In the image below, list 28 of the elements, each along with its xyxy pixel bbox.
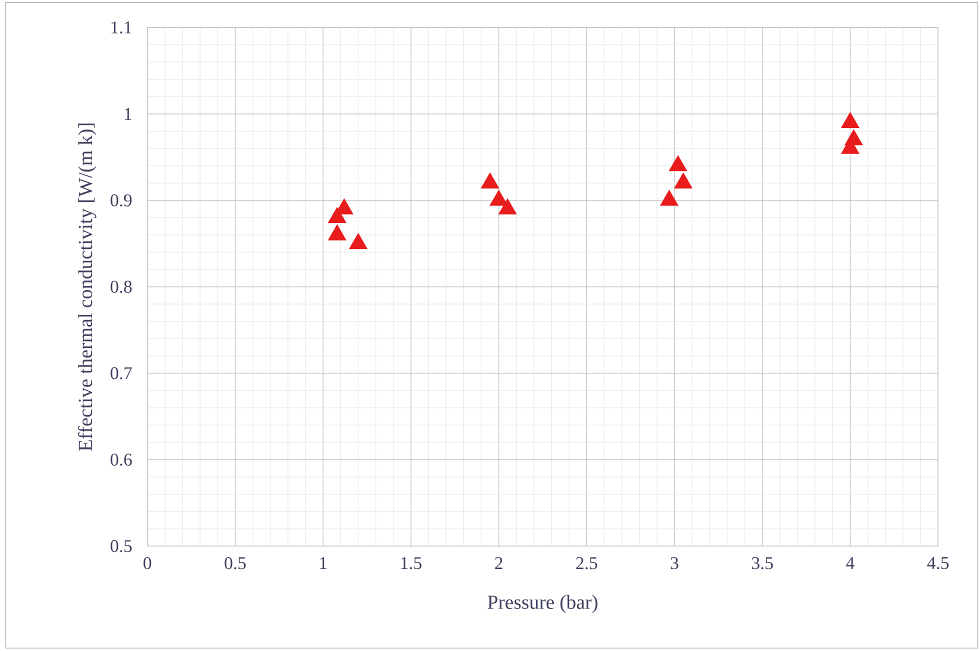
x-tick-label: 3 (670, 557, 678, 570)
y-tick-label: 0.6 (110, 454, 132, 466)
y-tick-label: 1.1 (112, 21, 132, 34)
y-tick-label: 0.7 (110, 367, 132, 380)
x-axis-title: Pressure (bar) (488, 594, 598, 614)
x-tick-label: 1 (320, 557, 326, 569)
y-tick-label: 0.8 (110, 280, 132, 293)
point (660, 190, 678, 206)
y-tick-label: 0.5 (110, 540, 132, 552)
y-tick-label: 1 (124, 108, 132, 120)
point (841, 112, 860, 128)
x-tick-label: 3.5 (752, 557, 773, 570)
y-tick-label: 0.9 (110, 194, 132, 206)
x-tick-label: 0 (144, 557, 152, 570)
x-tick-label: 0.5 (224, 557, 246, 570)
point (498, 198, 517, 214)
point (490, 190, 508, 206)
x-tick-label: 2.5 (576, 557, 598, 570)
x-tick-label: 2 (495, 557, 502, 570)
y-axis-title: Effective thermal conductivity [W/(m k)] (78, 124, 96, 451)
point (674, 172, 692, 188)
point (328, 224, 346, 240)
point (668, 155, 688, 172)
x-tick-label: 1.5 (401, 557, 422, 570)
point (480, 172, 500, 188)
x-tick-label: 4.5 (927, 557, 949, 570)
x-tick-label: 4 (846, 557, 854, 569)
point (349, 233, 368, 249)
